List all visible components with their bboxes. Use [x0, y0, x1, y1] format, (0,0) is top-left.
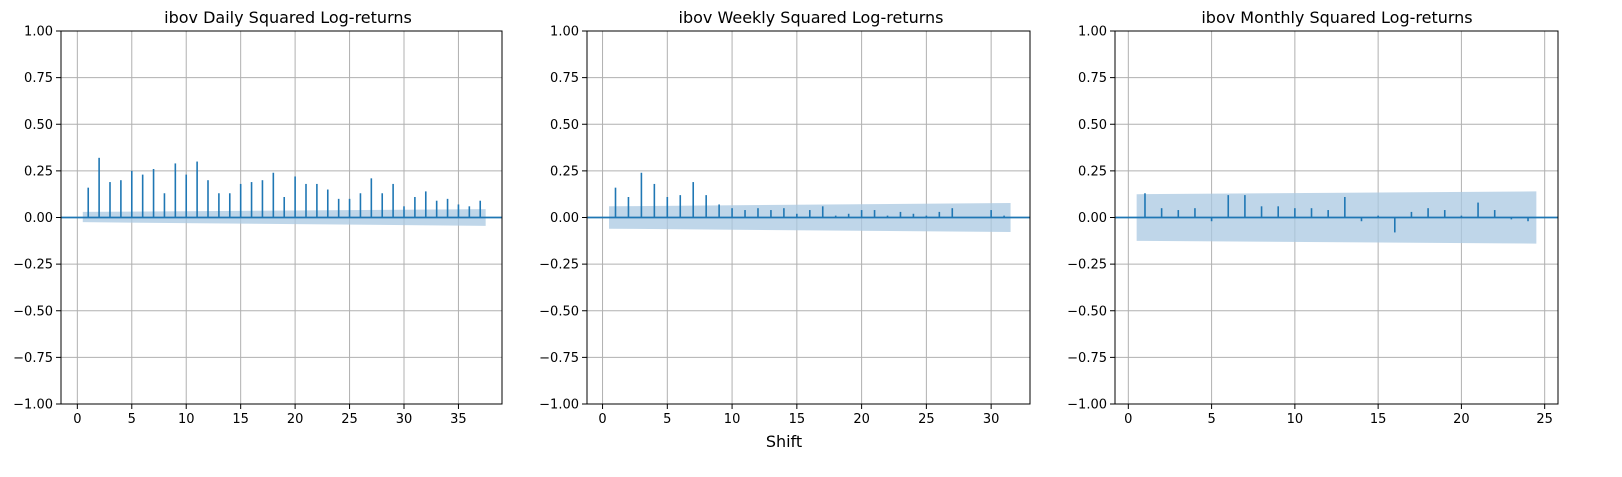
x-tick-label: 20: [287, 412, 304, 427]
x-tick-label: 0: [1124, 412, 1132, 427]
x-tick-label: 35: [450, 412, 467, 427]
y-tick-label: 0.50: [1078, 118, 1107, 133]
x-tick-label: 0: [73, 412, 81, 427]
weekly-acf-panel: 0 5 10 15 20 25 30 −1.00 −0.75 −0.50 −0.25 0.00 0.25…: [539, 8, 1031, 427]
y-tick-label: 0.00: [1078, 211, 1107, 226]
x-tick-label: 20: [1453, 412, 1470, 427]
y-tick-label: −0.50: [539, 304, 579, 319]
y-tick-label: 1.00: [1078, 25, 1107, 40]
y-tick-label: 0.50: [550, 118, 579, 133]
x-tick-label: 5: [663, 412, 671, 427]
y-tick-label: −0.75: [539, 351, 579, 366]
monthly-chart-title: ibov Monthly Squared Log-returns: [1201, 8, 1472, 27]
x-tick-label: 20: [853, 412, 870, 427]
y-tick-label: −0.50: [1067, 304, 1107, 319]
x-tick-label: 5: [1207, 412, 1215, 427]
x-tick-label: 25: [341, 412, 358, 427]
y-tick-label: −0.25: [13, 258, 53, 273]
weekly-chart-title: ibov Weekly Squared Log-returns: [679, 8, 944, 27]
y-tick-label: 1.00: [24, 25, 53, 40]
y-tick-label: 0.50: [24, 118, 53, 133]
x-tick-label: 30: [396, 412, 413, 427]
x-tick-label: 10: [178, 412, 195, 427]
y-tick-label: 0.25: [1078, 164, 1107, 179]
y-tick-label: 0.25: [550, 164, 579, 179]
y-tick-label: −0.50: [13, 304, 53, 319]
x-tick-label: 15: [232, 412, 249, 427]
x-tick-label: 30: [983, 412, 1000, 427]
y-tick-label: 0.75: [1078, 71, 1107, 86]
monthly-acf-panel: 0 5 10 15 20 25 −1.00 −0.75 −0.50 −0.25 0.00 0.25 0.…: [1067, 8, 1559, 427]
y-tick-label: −0.25: [1067, 258, 1107, 273]
y-tick-label: 0.75: [550, 71, 579, 86]
y-tick-label: −1.00: [1067, 398, 1107, 413]
y-tick-label: −0.25: [539, 258, 579, 273]
y-tick-label: −1.00: [13, 398, 53, 413]
y-tick-label: −0.75: [1067, 351, 1107, 366]
x-tick-label: 0: [598, 412, 606, 427]
x-tick-label: 5: [128, 412, 136, 427]
y-tick-label: 0.75: [24, 71, 53, 86]
x-tick-label: 15: [1370, 412, 1387, 427]
y-tick-label: 0.00: [550, 211, 579, 226]
y-tick-label: 0.00: [24, 211, 53, 226]
x-tick-label: 10: [724, 412, 741, 427]
x-tick-label: 15: [789, 412, 806, 427]
x-tick-label: 10: [1287, 412, 1304, 427]
y-tick-label: −0.75: [13, 351, 53, 366]
daily-chart-title: ibov Daily Squared Log-returns: [164, 8, 412, 27]
daily-acf-panel: 0 5 10 15 20 25 30 35 −1.00 −0.75 −0.50 −0.25 0.00 0.…: [13, 8, 503, 427]
figure-x-axis-label: Shift: [766, 432, 802, 451]
x-tick-label: 25: [918, 412, 935, 427]
x-tick-label: 25: [1536, 412, 1553, 427]
y-tick-label: 1.00: [550, 25, 579, 40]
y-tick-label: −1.00: [539, 398, 579, 413]
y-tick-label: 0.25: [24, 164, 53, 179]
